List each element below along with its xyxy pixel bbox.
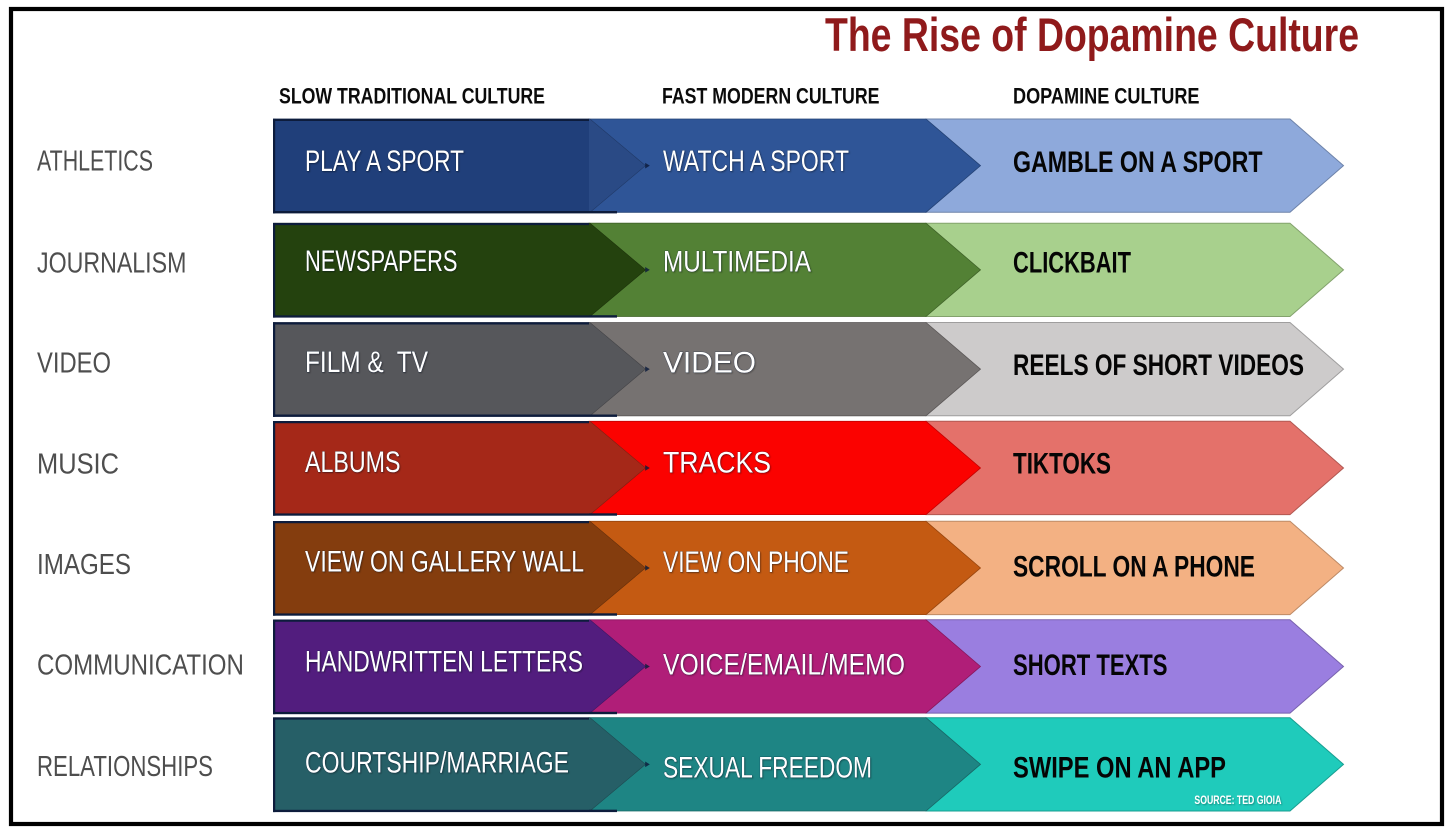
svg-text:COURTSHIP/MARRIAGE: COURTSHIP/MARRIAGE (305, 746, 569, 779)
svg-text:SWIPE ON AN APP: SWIPE ON AN APP (1013, 751, 1226, 784)
svg-text:PLAY A SPORT: PLAY A SPORT (305, 145, 464, 178)
svg-text:RELATIONSHIPS: RELATIONSHIPS (37, 751, 213, 783)
svg-text:JOURNALISM: JOURNALISM (37, 248, 186, 280)
svg-text:TIKTOKS: TIKTOKS (1013, 447, 1111, 480)
svg-text:VIDEO: VIDEO (37, 347, 111, 379)
svg-text:ATHLETICS: ATHLETICS (37, 146, 153, 178)
svg-text:VIDEO: VIDEO (663, 347, 756, 380)
svg-text:CLICKBAIT: CLICKBAIT (1013, 247, 1131, 280)
svg-text:SLOW TRADITIONAL CULTURE: SLOW TRADITIONAL CULTURE (279, 84, 545, 109)
svg-text:GAMBLE ON A SPORT: GAMBLE ON A SPORT (1013, 146, 1263, 179)
svg-text:VOICE/EMAIL/MEMO: VOICE/EMAIL/MEMO (663, 649, 905, 682)
svg-text:REELS OF SHORT VIDEOS: REELS OF SHORT VIDEOS (1013, 349, 1304, 382)
svg-text:SEXUAL FREEDOM: SEXUAL FREEDOM (663, 751, 872, 784)
svg-text:ALBUMS: ALBUMS (305, 446, 401, 479)
svg-text:VIEW ON PHONE: VIEW ON PHONE (663, 546, 849, 579)
svg-text:FILM & TV: FILM & TV (305, 346, 428, 379)
svg-text:HANDWRITTEN LETTERS: HANDWRITTEN LETTERS (305, 646, 583, 679)
svg-text:SOURCE: TED GIOIA: SOURCE: TED GIOIA (1194, 793, 1281, 807)
svg-text:DOPAMINE CULTURE: DOPAMINE CULTURE (1013, 84, 1200, 109)
svg-text:WATCH A SPORT: WATCH A SPORT (663, 145, 849, 178)
svg-text:MUSIC: MUSIC (37, 448, 119, 480)
svg-text:VIEW ON GALLERY WALL: VIEW ON GALLERY WALL (305, 546, 584, 579)
svg-text:COMMUNICATION: COMMUNICATION (37, 649, 244, 681)
svg-text:TRACKS: TRACKS (663, 447, 771, 480)
svg-text:SHORT TEXTS: SHORT TEXTS (1013, 649, 1168, 682)
svg-text:The Rise of Dopamine Culture: The Rise of Dopamine Culture (825, 8, 1359, 61)
svg-text:IMAGES: IMAGES (37, 549, 131, 581)
svg-text:FAST MODERN CULTURE: FAST MODERN CULTURE (662, 84, 880, 109)
svg-text:MULTIMEDIA: MULTIMEDIA (663, 246, 811, 279)
svg-text:NEWSPAPERS: NEWSPAPERS (305, 245, 458, 278)
svg-text:SCROLL ON A PHONE: SCROLL ON A PHONE (1013, 550, 1255, 583)
